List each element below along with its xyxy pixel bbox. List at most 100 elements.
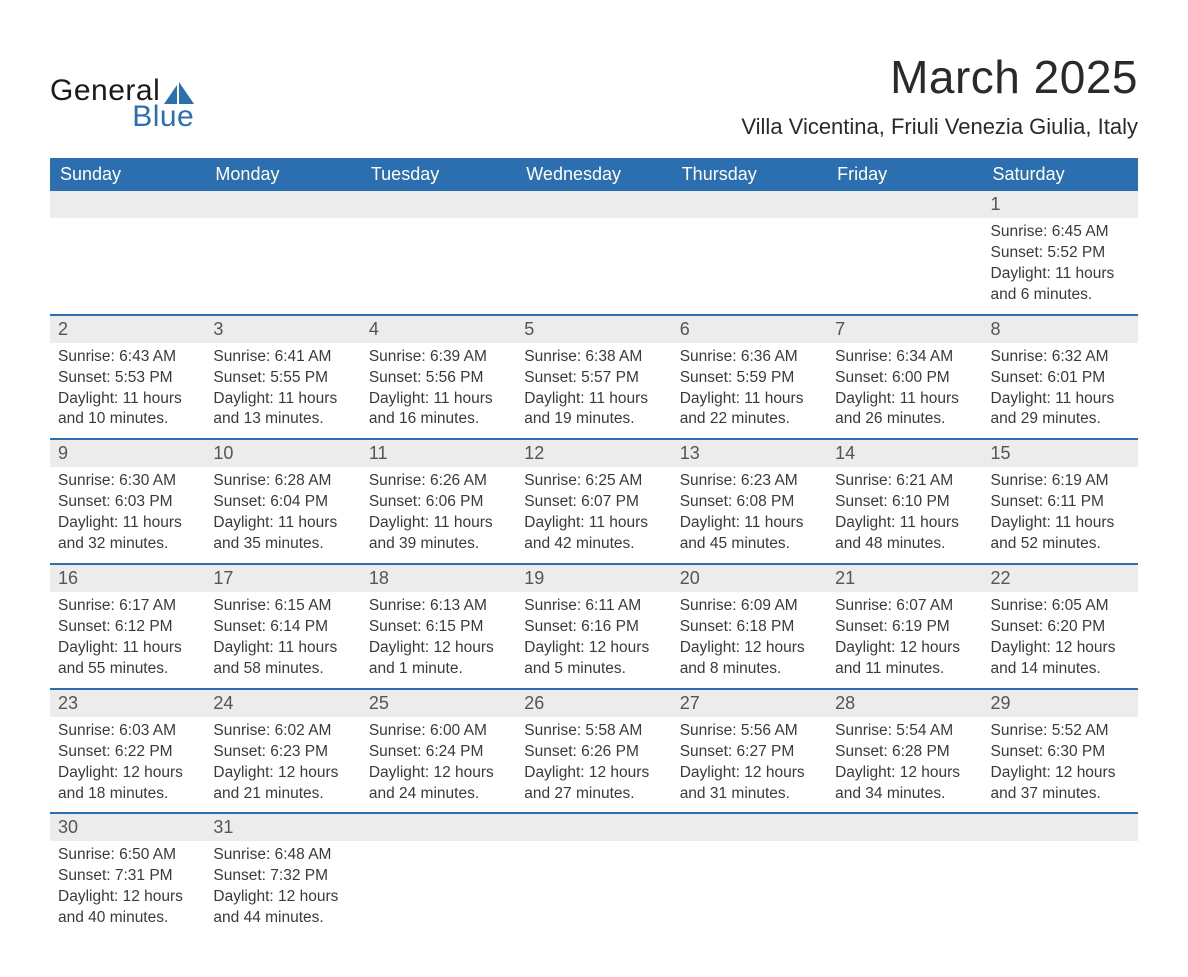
day-number: 18 — [361, 565, 516, 592]
sunrise-text: Sunrise: 6:48 AM — [213, 845, 352, 866]
daylight-text: Daylight: 12 hours and 11 minutes. — [835, 638, 974, 680]
col-tuesday: Tuesday — [361, 158, 516, 191]
sunrise-text: Sunrise: 5:54 AM — [835, 721, 974, 742]
day-data — [50, 218, 205, 238]
day-cell: 10Sunrise: 6:28 AMSunset: 6:04 PMDayligh… — [205, 439, 360, 564]
day-data: Sunrise: 6:09 AMSunset: 6:18 PMDaylight:… — [672, 592, 827, 688]
day-data: Sunrise: 6:13 AMSunset: 6:15 PMDaylight:… — [361, 592, 516, 688]
daylight-text: Daylight: 11 hours and 19 minutes. — [524, 389, 663, 431]
sunrise-text: Sunrise: 6:11 AM — [524, 596, 663, 617]
day-number: 12 — [516, 440, 671, 467]
brand-word2: Blue — [132, 100, 194, 134]
day-number: 4 — [361, 316, 516, 343]
daylight-text: Daylight: 11 hours and 16 minutes. — [369, 389, 508, 431]
daylight-text: Daylight: 12 hours and 5 minutes. — [524, 638, 663, 680]
col-wednesday: Wednesday — [516, 158, 671, 191]
day-number: 24 — [205, 690, 360, 717]
sunset-text: Sunset: 6:23 PM — [213, 742, 352, 763]
day-number: 5 — [516, 316, 671, 343]
day-cell: 4Sunrise: 6:39 AMSunset: 5:56 PMDaylight… — [361, 315, 516, 440]
day-cell: 25Sunrise: 6:00 AMSunset: 6:24 PMDayligh… — [361, 689, 516, 814]
day-cell: 3Sunrise: 6:41 AMSunset: 5:55 PMDaylight… — [205, 315, 360, 440]
day-cell: 20Sunrise: 6:09 AMSunset: 6:18 PMDayligh… — [672, 564, 827, 689]
sunrise-text: Sunrise: 6:38 AM — [524, 347, 663, 368]
location-subtitle: Villa Vicentina, Friuli Venezia Giulia, … — [741, 114, 1138, 140]
day-number: 20 — [672, 565, 827, 592]
day-cell: 13Sunrise: 6:23 AMSunset: 6:08 PMDayligh… — [672, 439, 827, 564]
sunset-text: Sunset: 6:28 PM — [835, 742, 974, 763]
day-data — [672, 218, 827, 238]
day-cell — [50, 191, 205, 315]
day-data — [827, 218, 982, 238]
day-number: 6 — [672, 316, 827, 343]
sunset-text: Sunset: 6:30 PM — [991, 742, 1130, 763]
day-cell — [516, 813, 671, 937]
sunset-text: Sunset: 6:11 PM — [991, 492, 1130, 513]
daylight-text: Daylight: 11 hours and 48 minutes. — [835, 513, 974, 555]
day-number — [516, 814, 671, 841]
daylight-text: Daylight: 12 hours and 24 minutes. — [369, 763, 508, 805]
day-cell — [516, 191, 671, 315]
daylight-text: Daylight: 11 hours and 45 minutes. — [680, 513, 819, 555]
sunrise-text: Sunrise: 6:30 AM — [58, 471, 197, 492]
week-row: 9Sunrise: 6:30 AMSunset: 6:03 PMDaylight… — [50, 439, 1138, 564]
day-data — [672, 841, 827, 861]
sunset-text: Sunset: 6:03 PM — [58, 492, 197, 513]
sunset-text: Sunset: 5:57 PM — [524, 368, 663, 389]
day-cell: 16Sunrise: 6:17 AMSunset: 6:12 PMDayligh… — [50, 564, 205, 689]
sunrise-text: Sunrise: 6:43 AM — [58, 347, 197, 368]
daylight-text: Daylight: 12 hours and 27 minutes. — [524, 763, 663, 805]
daylight-text: Daylight: 11 hours and 10 minutes. — [58, 389, 197, 431]
sunset-text: Sunset: 6:20 PM — [991, 617, 1130, 638]
daylight-text: Daylight: 11 hours and 26 minutes. — [835, 389, 974, 431]
day-number: 9 — [50, 440, 205, 467]
day-cell: 27Sunrise: 5:56 AMSunset: 6:27 PMDayligh… — [672, 689, 827, 814]
day-number: 19 — [516, 565, 671, 592]
day-cell — [205, 191, 360, 315]
day-cell: 21Sunrise: 6:07 AMSunset: 6:19 PMDayligh… — [827, 564, 982, 689]
sunset-text: Sunset: 6:04 PM — [213, 492, 352, 513]
day-number: 25 — [361, 690, 516, 717]
day-number: 29 — [983, 690, 1138, 717]
daylight-text: Daylight: 12 hours and 1 minute. — [369, 638, 508, 680]
daylight-text: Daylight: 12 hours and 31 minutes. — [680, 763, 819, 805]
day-cell — [361, 813, 516, 937]
day-data: Sunrise: 6:05 AMSunset: 6:20 PMDaylight:… — [983, 592, 1138, 688]
day-cell: 23Sunrise: 6:03 AMSunset: 6:22 PMDayligh… — [50, 689, 205, 814]
day-data — [516, 841, 671, 861]
col-sunday: Sunday — [50, 158, 205, 191]
sunrise-text: Sunrise: 6:13 AM — [369, 596, 508, 617]
day-data: Sunrise: 6:23 AMSunset: 6:08 PMDaylight:… — [672, 467, 827, 563]
day-number: 3 — [205, 316, 360, 343]
day-data: Sunrise: 5:54 AMSunset: 6:28 PMDaylight:… — [827, 717, 982, 813]
day-data: Sunrise: 6:30 AMSunset: 6:03 PMDaylight:… — [50, 467, 205, 563]
day-data: Sunrise: 6:50 AMSunset: 7:31 PMDaylight:… — [50, 841, 205, 937]
day-data: Sunrise: 6:34 AMSunset: 6:00 PMDaylight:… — [827, 343, 982, 439]
day-data: Sunrise: 6:45 AMSunset: 5:52 PMDaylight:… — [983, 218, 1138, 314]
sunset-text: Sunset: 6:19 PM — [835, 617, 974, 638]
day-number: 11 — [361, 440, 516, 467]
day-number: 2 — [50, 316, 205, 343]
day-data: Sunrise: 6:25 AMSunset: 6:07 PMDaylight:… — [516, 467, 671, 563]
daylight-text: Daylight: 12 hours and 34 minutes. — [835, 763, 974, 805]
day-cell: 22Sunrise: 6:05 AMSunset: 6:20 PMDayligh… — [983, 564, 1138, 689]
daylight-text: Daylight: 11 hours and 52 minutes. — [991, 513, 1130, 555]
sunset-text: Sunset: 6:00 PM — [835, 368, 974, 389]
day-number: 16 — [50, 565, 205, 592]
day-cell: 5 Sunrise: 6:38 AMSunset: 5:57 PMDaylight… — [516, 315, 671, 440]
day-number: 15 — [983, 440, 1138, 467]
day-data: Sunrise: 6:39 AMSunset: 5:56 PMDaylight:… — [361, 343, 516, 439]
sunrise-text: Sunrise: 6:26 AM — [369, 471, 508, 492]
calendar-table: Sunday Monday Tuesday Wednesday Thursday… — [50, 158, 1138, 937]
day-data: Sunrise: 6:28 AMSunset: 6:04 PMDaylight:… — [205, 467, 360, 563]
sunrise-text: Sunrise: 6:02 AM — [213, 721, 352, 742]
day-data: Sunrise: 6:19 AMSunset: 6:11 PMDaylight:… — [983, 467, 1138, 563]
day-data: Sunrise: 5:56 AMSunset: 6:27 PMDaylight:… — [672, 717, 827, 813]
day-number — [361, 191, 516, 218]
day-cell: 24Sunrise: 6:02 AMSunset: 6:23 PMDayligh… — [205, 689, 360, 814]
day-number: 23 — [50, 690, 205, 717]
day-number — [361, 814, 516, 841]
sunrise-text: Sunrise: 6:34 AM — [835, 347, 974, 368]
sunrise-text: Sunrise: 6:45 AM — [991, 222, 1130, 243]
title-block: March 2025 Villa Vicentina, Friuli Venez… — [741, 50, 1138, 140]
